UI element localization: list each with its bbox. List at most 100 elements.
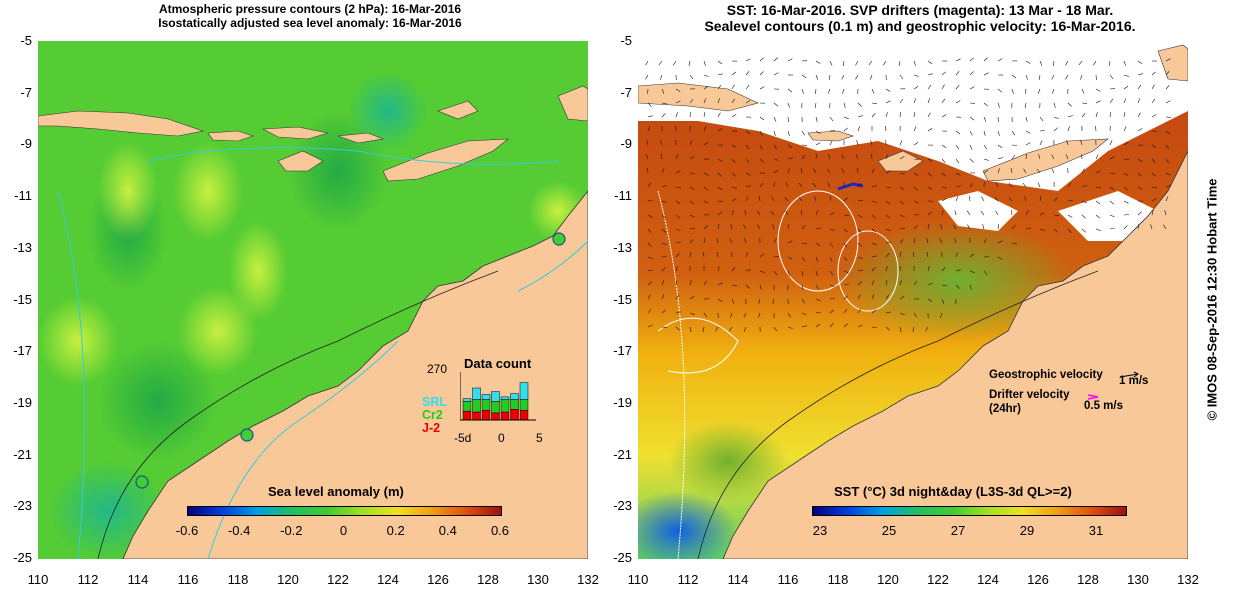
velocity-arrow <box>1078 60 1083 66</box>
velocity-arrow <box>941 84 945 90</box>
velocity-arrow <box>1065 74 1069 80</box>
velocity-arrow <box>969 71 974 76</box>
x-tick-label: 132 <box>577 572 599 587</box>
x-tick-label: 130 <box>527 572 549 587</box>
velocity-arrow <box>703 172 709 176</box>
velocity-arrow <box>885 112 888 118</box>
velocity-arrow <box>997 102 1000 108</box>
y-tick-label: -13 <box>613 239 632 255</box>
drifter-velocity-label: Drifter velocity <box>989 389 1070 401</box>
y-tick-label: -11 <box>14 188 32 204</box>
velocity-arrow <box>1039 116 1044 122</box>
data-count-bar-j2 <box>500 411 510 421</box>
velocity-arrow <box>1081 185 1087 188</box>
velocity-arrow <box>983 144 987 150</box>
velocity-arrow <box>759 284 762 290</box>
velocity-arrow <box>702 326 705 332</box>
velocity-arrow <box>826 168 831 174</box>
velocity-arrow <box>647 281 652 286</box>
velocity-arrow <box>1011 88 1014 94</box>
velocity-arrow <box>1025 116 1028 122</box>
velocity-arrow <box>1151 84 1155 90</box>
velocity-arrow <box>1053 127 1058 132</box>
data-count-bar-j2 <box>472 411 481 421</box>
velocity-arrow <box>1039 228 1045 231</box>
velocity-arrow <box>871 113 876 118</box>
velocity-arrow <box>689 140 693 146</box>
velocity-arrow <box>661 113 666 118</box>
velocity-arrow <box>885 280 888 286</box>
velocity-arrow <box>731 144 737 148</box>
velocity-arrow <box>815 60 821 64</box>
velocity-arrow <box>717 84 722 90</box>
velocity-arrow <box>885 311 891 314</box>
velocity-arrow <box>885 294 890 300</box>
velocity-arrow <box>743 326 747 332</box>
velocity-arrow <box>675 154 679 160</box>
velocity-arrow <box>731 284 737 287</box>
velocity-arrow <box>913 126 917 132</box>
velocity-arrow <box>828 74 831 80</box>
velocity-arrow <box>717 172 722 177</box>
velocity-arrow <box>857 126 860 132</box>
velocity-arrow <box>899 98 904 104</box>
x-tick-label: 130 <box>1127 572 1149 587</box>
velocity-arrow <box>1065 60 1069 66</box>
y-tick-label: -9 <box>20 136 32 152</box>
velocity-arrow <box>773 238 777 244</box>
left-title-line2: Isostatically adjusted sea level anomaly… <box>158 16 462 30</box>
velocity-arrow <box>675 228 681 232</box>
velocity-arrow <box>828 154 831 160</box>
velocity-arrow <box>899 111 901 118</box>
velocity-arrow <box>983 102 988 107</box>
velocity-arrow <box>1039 60 1043 66</box>
velocity-arrow <box>1164 210 1167 216</box>
velocity-arrow <box>730 224 733 230</box>
velocity-arrow <box>787 326 793 329</box>
data-count-bar-cr2 <box>510 399 519 410</box>
velocity-arrow <box>660 140 663 146</box>
velocity-arrow <box>1067 182 1072 188</box>
velocity-arrow <box>717 211 723 216</box>
velocity-arrow <box>1109 74 1114 80</box>
data-count-bar-j2 <box>462 410 472 421</box>
left-map-title: Atmospheric pressure contours (2 hPa): 1… <box>110 2 510 30</box>
y-tick-label: -13 <box>13 239 32 255</box>
velocity-arrow <box>689 156 695 160</box>
velocity-arrow <box>787 102 790 108</box>
velocity-arrow <box>955 284 960 289</box>
right-title-line2: Sealevel contours (0.1 m) and geostrophi… <box>704 18 1136 34</box>
x-tick-label: 120 <box>877 572 899 587</box>
velocity-arrow <box>955 185 961 188</box>
velocity-arrow <box>941 158 946 163</box>
velocity-arrow <box>814 196 817 202</box>
velocity-arrow <box>661 168 665 174</box>
x-tick-label: 128 <box>1077 572 1099 587</box>
velocity-arrow <box>647 269 653 272</box>
velocity-arrow <box>981 196 985 202</box>
velocity-arrow <box>703 126 707 132</box>
velocity-arrow <box>731 298 735 304</box>
velocity-arrow <box>829 256 833 262</box>
velocity-arrow <box>913 172 919 176</box>
velocity-arrow <box>927 211 933 216</box>
velocity-arrow <box>815 256 819 262</box>
velocity-arrow <box>1023 168 1027 174</box>
velocity-arrow <box>647 115 653 118</box>
velocity-arrow <box>689 111 691 118</box>
velocity-arrow <box>1025 227 1031 230</box>
velocity-arrow <box>997 130 1000 136</box>
data-count-bar-cr2 <box>481 399 491 411</box>
velocity-arrow <box>717 224 720 230</box>
velocity-arrow <box>675 170 681 174</box>
velocity-arrow <box>927 282 933 286</box>
velocity-arrow <box>899 280 902 286</box>
velocity-arrow <box>955 252 958 258</box>
velocity-arrow <box>1011 74 1017 79</box>
colorbar-tick: 23 <box>812 523 828 538</box>
velocity-arrow <box>1137 211 1142 216</box>
velocity-arrow <box>955 196 959 202</box>
velocity-arrow <box>1011 130 1016 136</box>
velocity-arrow <box>1008 182 1013 188</box>
velocity-arrow <box>745 269 751 272</box>
